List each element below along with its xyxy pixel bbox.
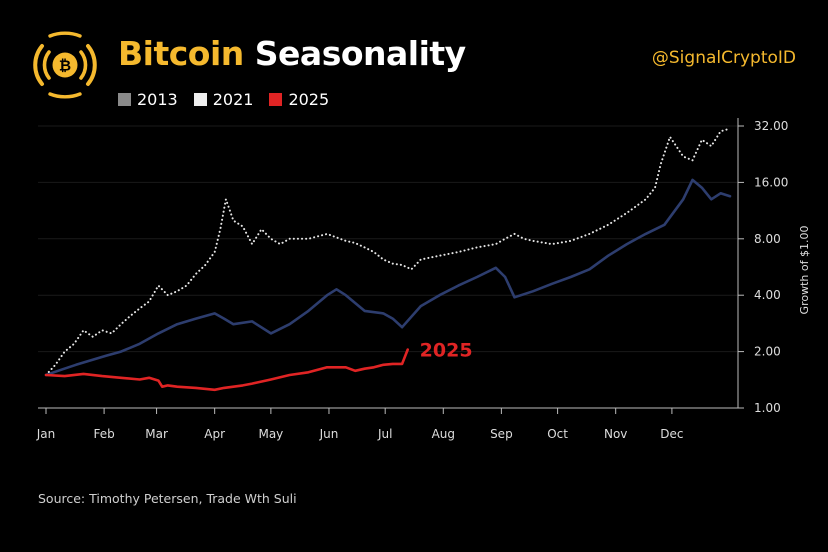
legend-label-2025: 2025 (288, 90, 330, 109)
source-note: Source: Timothy Petersen, Trade Wth Suli (38, 491, 297, 506)
x-tick-label: Oct (547, 427, 568, 441)
legend-item-2021: 2021 (193, 90, 254, 109)
x-tick-label: Jun (319, 427, 339, 441)
x-tick-label: Jan (36, 427, 56, 441)
svg-text:₿: ₿ (59, 57, 71, 75)
x-tick-label: Nov (604, 427, 627, 441)
legend-label-2013: 2013 (137, 90, 178, 109)
y-tick-label: 4.00 (754, 288, 781, 302)
y-tick-label: 32.00 (754, 119, 788, 133)
x-tick-label: Apr (204, 427, 225, 441)
legend-swatch-2025 (269, 93, 283, 106)
social-handle: @SignalCryptoID (651, 48, 796, 68)
y-tick-label: 2.00 (754, 345, 781, 359)
y-tick-label: 16.00 (754, 175, 788, 189)
x-tick-label: Dec (660, 427, 683, 441)
series-2025-line (44, 348, 410, 392)
legend-item-2025: 2025 (269, 90, 329, 109)
y-tick-label: 8.00 (754, 232, 781, 246)
bitcoin-broadcast-logo-icon: ₿ (33, 31, 97, 99)
legend-swatch-2013 (118, 93, 131, 106)
y-tick-label: 1.00 (754, 401, 781, 415)
y-axis-title: Growth of $1.00 (798, 226, 811, 315)
x-tick-label: Mar (145, 427, 168, 441)
x-tick-label: May (258, 427, 283, 441)
series-2021-line (45, 127, 731, 376)
legend: 2013 2021 2025 (118, 90, 329, 109)
legend-item-2013: 2013 (118, 90, 178, 109)
legend-swatch-2021 (193, 93, 207, 106)
x-tick-label: Jul (377, 427, 392, 441)
x-tick-label: Aug (432, 427, 455, 441)
legend-label-2021: 2021 (212, 90, 254, 109)
title-accent: Bitcoin (118, 34, 244, 73)
x-tick-label: Feb (93, 427, 114, 441)
page-title: Bitcoin Seasonality (118, 34, 466, 73)
x-tick-label: Sep (490, 427, 513, 441)
series-2013-line (44, 178, 732, 377)
series-2025-end-label: 2025 (420, 340, 473, 362)
title-rest: Seasonality (254, 34, 466, 73)
